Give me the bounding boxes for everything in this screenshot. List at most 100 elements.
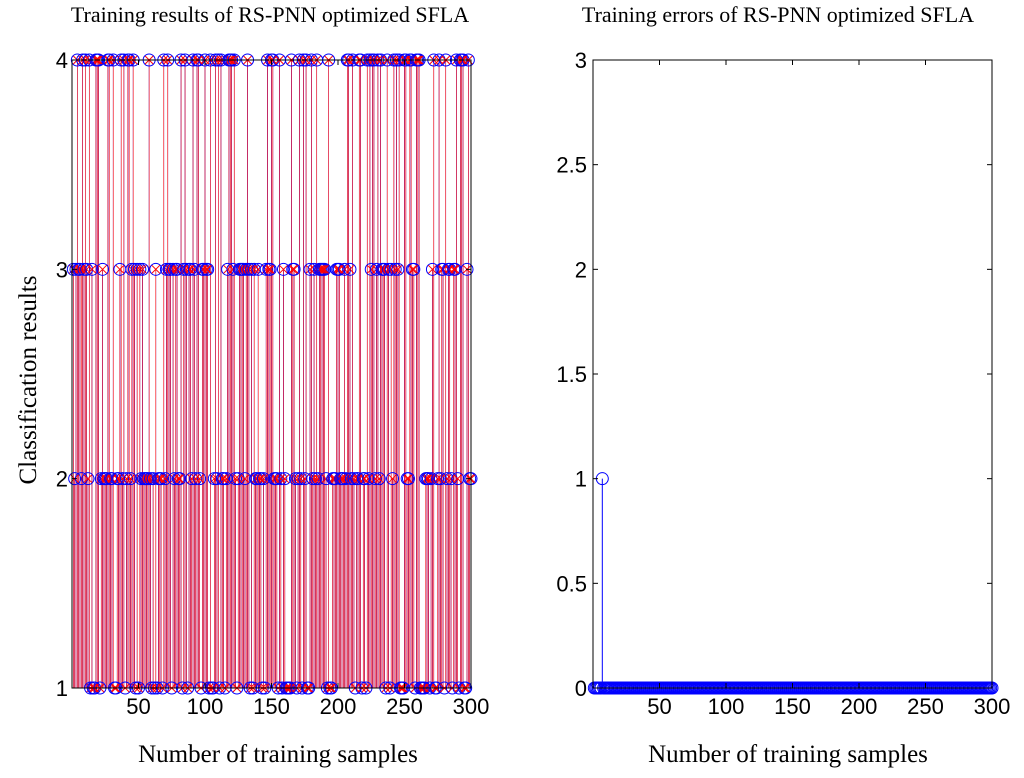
actual-marker: [179, 262, 193, 276]
left-y-tick-label: 4: [56, 48, 68, 73]
left-x-tick-label: 200: [320, 694, 357, 719]
predicted-marker-stroke: [279, 264, 288, 274]
predicted-marker-stroke: [333, 264, 343, 274]
predicted-marker-stroke: [265, 264, 275, 274]
right-y-tick-label: 1.5: [556, 362, 587, 387]
predicted-marker: [174, 474, 183, 484]
actual-marker: [254, 472, 268, 486]
predicted-marker: [151, 264, 161, 274]
actual-marker: [440, 472, 454, 486]
actual-marker: [133, 262, 147, 276]
predicted-marker-stroke: [345, 264, 355, 274]
predicted-marker: [426, 474, 436, 484]
right-y-tick-label: 2.5: [556, 153, 587, 178]
predicted-marker: [279, 264, 288, 274]
predicted-marker: [87, 264, 97, 274]
predicted-marker: [126, 474, 135, 484]
predicted-marker-stroke: [75, 264, 85, 274]
left-y-tick-label: 2: [56, 467, 68, 492]
actual-marker: [358, 472, 372, 486]
predicted-marker: [142, 474, 151, 484]
predicted-marker-stroke: [138, 264, 147, 274]
predicted-marker-stroke: [426, 474, 436, 484]
predicted-marker: [195, 474, 205, 484]
actual-marker: [201, 262, 215, 276]
predicted-marker-stroke: [255, 474, 264, 484]
predicted-marker: [320, 264, 330, 274]
actual-marker: [372, 472, 386, 486]
predicted-marker: [156, 474, 166, 484]
right-markers: [587, 472, 999, 695]
left-x-tick-label: 250: [386, 694, 423, 719]
left-y-tick-label: 3: [56, 257, 68, 282]
predicted-marker-stroke: [217, 474, 227, 484]
left-x-tick-label: 150: [253, 694, 290, 719]
predicted-marker-stroke: [203, 264, 213, 274]
actual-marker: [229, 472, 243, 486]
predicted-marker-stroke: [422, 474, 432, 484]
actual-marker: [407, 262, 421, 276]
predicted-marker: [203, 264, 213, 274]
actual-marker: [287, 262, 301, 276]
predicted-marker: [370, 474, 380, 484]
predicted-marker-stroke: [319, 264, 328, 274]
predicted-marker: [259, 474, 268, 484]
predicted-marker-stroke: [305, 264, 315, 274]
predicted-marker: [75, 264, 85, 274]
predicted-marker-stroke: [374, 474, 384, 484]
left-y-axis-label: Classification results: [15, 276, 42, 485]
predicted-marker-stroke: [453, 474, 463, 484]
right-x-tick-label: 200: [841, 694, 878, 719]
predicted-marker: [436, 474, 445, 484]
predicted-marker: [364, 474, 373, 484]
predicted-marker-stroke: [436, 474, 445, 484]
predicted-marker-stroke: [288, 264, 298, 274]
predicted-marker-stroke: [174, 474, 183, 484]
predicted-marker: [175, 474, 185, 484]
actual-marker: [311, 472, 325, 486]
right-y-tick-label: 0: [575, 676, 587, 701]
predicted-marker-stroke: [98, 264, 107, 274]
left-axis-ticks: 50 100 150 200 250 300 1 2 3 4: [56, 48, 490, 719]
predicted-marker-stroke: [186, 264, 195, 274]
predicted-marker-stroke: [259, 474, 268, 484]
left-y-tick-label: 1: [56, 676, 68, 701]
actual-marker: [124, 472, 138, 486]
actual-marker: [143, 472, 157, 486]
predicted-marker: [428, 264, 437, 274]
predicted-marker: [360, 474, 369, 484]
predicted-marker-stroke: [172, 264, 182, 274]
predicted-marker-stroke: [408, 264, 417, 274]
predicted-marker-stroke: [428, 264, 437, 274]
predicted-marker-stroke: [449, 264, 459, 274]
predicted-marker-stroke: [115, 264, 125, 274]
predicted-marker: [296, 474, 306, 484]
actual-marker: [308, 472, 322, 486]
left-x-tick-label: 50: [126, 694, 150, 719]
predicted-marker-stroke: [386, 264, 396, 274]
right-y-tick-label: 0.5: [556, 571, 587, 596]
predicted-marker: [83, 474, 93, 484]
predicted-marker: [333, 264, 343, 274]
predicted-marker: [408, 264, 417, 274]
predicted-marker-stroke: [360, 474, 369, 484]
predicted-marker-stroke: [83, 474, 93, 484]
predicted-marker-stroke: [249, 264, 259, 274]
left-x-tick-label: 300: [453, 694, 490, 719]
right-axis-ticks: 50 100 150 200 250 300 0 0.5 1 1.5 2 2.5 3: [556, 48, 1010, 719]
actual-marker: [259, 262, 273, 276]
predicted-marker: [409, 264, 419, 274]
training-results-panel: Training results of RS-PNN optimized SFL…: [15, 2, 489, 768]
predicted-marker-stroke: [380, 264, 389, 274]
predicted-marker: [402, 474, 412, 484]
actual-marker: [120, 472, 134, 486]
predicted-marker: [98, 264, 107, 274]
predicted-marker: [237, 264, 247, 274]
predicted-marker-stroke: [264, 264, 274, 274]
actual-marker: [347, 472, 361, 486]
predicted-marker-stroke: [370, 474, 380, 484]
actual-marker: [368, 472, 382, 486]
actual-marker: [135, 262, 149, 276]
right-x-tick-label: 250: [907, 694, 944, 719]
predicted-marker: [221, 474, 231, 484]
